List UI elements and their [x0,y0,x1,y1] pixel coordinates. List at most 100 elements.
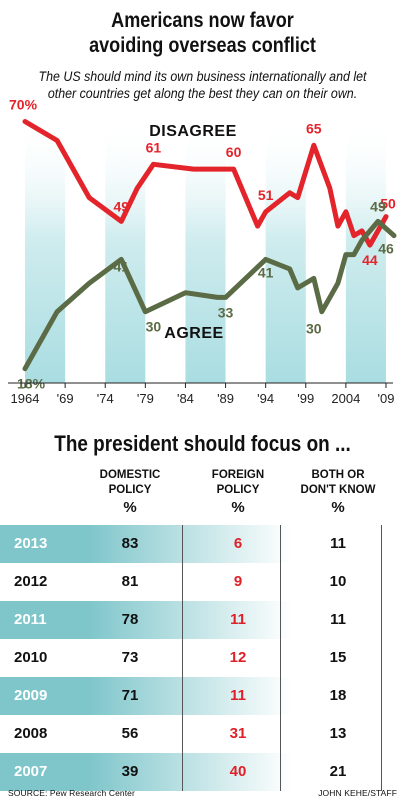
cell-foreign: 11 [230,687,246,704]
shaded-band [265,120,306,383]
table-row: 2011 78 11 11 [0,601,405,639]
table-title: The president should focus on ... [54,431,351,456]
column-unit-foreign: % [231,499,245,516]
data-label-agree: 41 [258,264,274,280]
cell-domestic: 78 [121,611,139,628]
x-tick-label: '89 [217,391,234,406]
data-label-agree: 41 [113,258,129,274]
data-table: 2013 83 6 11 2012 81 9 10 2011 78 11 11 2010 73 12 15 20… [0,525,405,791]
cell-domestic: 56 [121,725,139,742]
data-label-agree: 49 [370,198,386,214]
data-label-disagree: 50 [380,196,396,212]
table-row: 2008 56 31 13 [0,715,405,753]
cell-foreign: 31 [229,725,247,742]
series-line-agree [22,218,397,372]
table-row: 2013 83 6 11 [0,525,405,563]
cell-foreign: 6 [233,535,243,552]
line-chart: 70% 49 61 60 51 65 44 50 18% 41 30 33 41 30 49 46 DISAGR… [8,97,397,406]
main-title: Americans now favor avoiding overseas co… [28,8,376,58]
cell-both: 18 [329,687,347,704]
cell-domestic: 39 [121,763,139,780]
cell-both: 13 [329,725,347,742]
data-label-agree: 30 [146,319,162,335]
x-tick-label: '69 [57,391,74,406]
x-tick-label: '74 [97,391,114,406]
title-line-2: avoiding overseas conflict [89,34,316,57]
title-line-1: Americans now favor [111,9,294,32]
column-divider [381,525,382,791]
source-credit: SOURCE: Pew Research Center [8,788,135,798]
cell-domestic: 73 [121,649,139,666]
shaded-band [105,120,146,383]
data-label-disagree: 51 [258,187,274,203]
series-label-agree: AGREE [164,325,223,342]
cell-both: 15 [329,649,347,666]
column-header-both-line1: BOTH OR [311,469,365,481]
data-label-disagree: 60 [226,144,242,160]
column-header-domestic: DOMESTIC POLICY [85,468,175,498]
subtitle-line-2: other countries get along the best they … [47,86,358,101]
column-header-foreign-line1: FOREIGN [211,469,265,481]
cell-foreign: 9 [233,573,243,590]
column-divider [182,525,183,791]
x-tick-label: '94 [257,391,274,406]
x-tick-label: '09 [378,391,395,406]
data-label-agree: 46 [378,241,394,257]
row-year: 2010 [14,649,48,666]
table-row: 2007 39 40 21 [0,753,405,791]
data-label-disagree: 61 [146,139,162,155]
data-label-disagree: 65 [306,120,322,136]
column-unit-domestic: % [123,499,137,516]
cell-domestic: 83 [121,535,139,552]
chart-series [22,119,397,372]
table-row: 2009 71 11 18 [0,677,405,715]
cell-foreign: 11 [230,611,246,628]
cell-domestic: 81 [121,573,139,590]
data-label-agree: 33 [218,304,234,320]
shaded-band [185,120,226,383]
row-year: 2008 [14,725,48,742]
column-header-foreign: FOREIGN POLICY [193,468,283,498]
table-row: 2010 73 12 15 [0,639,405,677]
cell-foreign: 12 [229,649,247,666]
staff-credit: JOHN KEHE/STAFF [318,788,397,798]
cell-both: 10 [329,573,347,590]
subtitle-line-1: The US should mind its own business inte… [38,69,367,84]
subtitle: The US should mind its own business inte… [16,68,389,102]
chart-labels: 70% 49 61 60 51 65 44 50 18% 41 30 33 41 30 49 46 DISAGR… [9,97,396,392]
row-year: 2013 [14,535,48,552]
table-row: 2012 81 9 10 [0,563,405,601]
cell-both: 11 [330,535,346,552]
column-header-foreign-line2: POLICY [216,484,260,496]
cell-both: 11 [330,611,346,628]
row-year: 2009 [14,687,48,704]
column-unit-both: % [331,499,345,516]
data-label-disagree: 49 [113,198,129,214]
x-tick-label: '84 [177,391,194,406]
background-bands [25,120,386,383]
shaded-band [345,120,386,383]
cell-foreign: 40 [229,763,247,780]
column-header-domestic-line1: DOMESTIC [99,469,161,481]
x-tick-label: '79 [137,391,154,406]
shaded-band [25,120,66,383]
column-divider [280,525,281,791]
column-header-both: BOTH OR DON'T KNOW [293,468,383,498]
row-year: 2007 [14,763,48,780]
x-tick-label: 2004 [331,391,360,406]
cell-domestic: 71 [121,687,139,704]
row-year: 2011 [14,611,47,628]
data-label-disagree: 44 [362,252,378,268]
cell-both: 21 [329,763,347,780]
series-label-disagree: DISAGREE [149,123,237,140]
data-label-disagree: 70% [9,97,38,113]
column-header-both-line2: DON'T KNOW [300,484,376,496]
data-label-agree: 30 [306,321,322,337]
series-line-disagree [22,119,389,248]
column-header-domestic-line2: POLICY [108,484,152,496]
data-label-agree: 18% [17,376,46,392]
row-year: 2012 [14,573,48,590]
x-tick-label: 1964 [11,391,40,406]
x-axis: 1964 '69 '74 '79 '84 '89 '94 '99 2004 '09 [8,382,395,406]
x-tick-label: '99 [297,391,314,406]
